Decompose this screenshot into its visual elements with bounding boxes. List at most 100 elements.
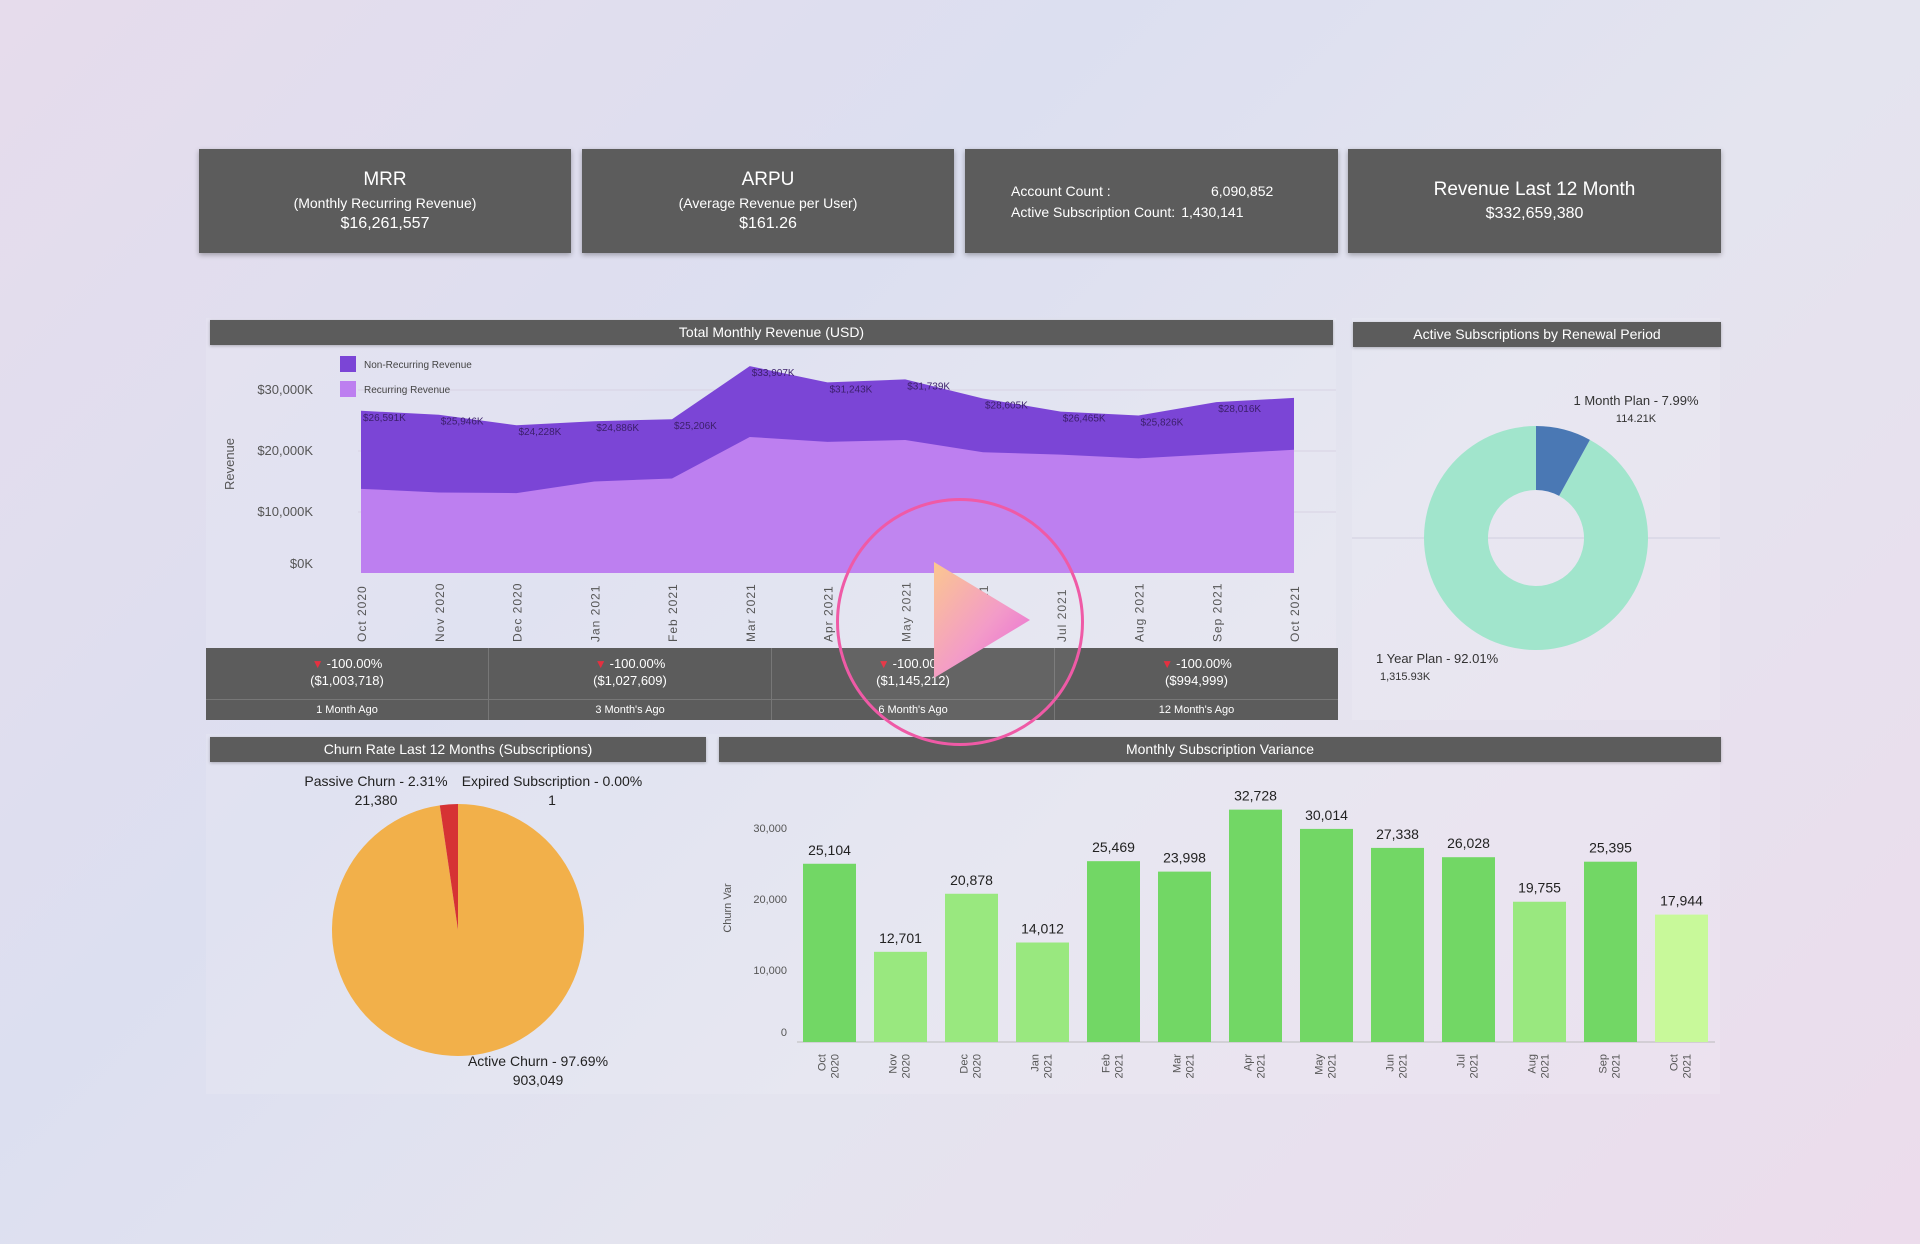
comparison-tile-1m: ▼ -100.00% ($1,003,718) 1 Month Ago: [206, 648, 489, 720]
kpi-arpu-subtitle: (Average Revenue per User): [678, 195, 858, 211]
revenue-area-chart: $26,591K $25,946K $24,228K $24,886K $25,206K…: [222, 356, 1336, 642]
variance-year-tick: 2020: [972, 1054, 984, 1078]
tile-12m-pct: -100.00%: [1176, 656, 1232, 671]
revenue-total-labels: $26,591K $25,946K $24,228K $24,886K $25,206K…: [363, 368, 1261, 438]
churn-label-active: Active Churn - 97.69%: [468, 1053, 608, 1069]
variance-year-tick: 2021: [1469, 1054, 1481, 1078]
y-axis-ticks: $30,000K $20,000K $10,000K $0K: [257, 382, 313, 571]
renewal-slice-1-year: [1424, 426, 1648, 650]
variance-axis-label: Churn Var: [722, 883, 734, 933]
variance-value-label: 26,028: [1447, 835, 1490, 851]
renewal-label-year: 1 Year Plan - 92.01%: [1376, 651, 1499, 666]
variance-month-tick: Feb: [1101, 1054, 1113, 1073]
variance-month-tick: Apr: [1243, 1054, 1255, 1071]
variance-bar: [1300, 828, 1353, 1042]
play-button[interactable]: [836, 498, 1084, 746]
month-tick-label: Oct 2021: [1288, 585, 1302, 642]
recurring-revenue-area: [361, 436, 1294, 573]
variance-value-label: 17,944: [1660, 893, 1703, 909]
variance-bar: [1584, 861, 1637, 1042]
month-tick-label: Apr 2021: [822, 585, 836, 642]
account-count-label: Account Count :: [1011, 183, 1111, 199]
tile-1m-amount: ($1,003,718): [310, 673, 384, 688]
y-tick-20000: $20,000K: [257, 443, 313, 458]
revenue-total-label: $25,826K: [1141, 417, 1184, 428]
revenue-total-label: $28,016K: [1218, 404, 1261, 415]
variance-month-tick: Mar: [1172, 1054, 1184, 1073]
variance-bar: [1158, 871, 1211, 1042]
renewal-chart-title: Active Subscriptions by Renewal Period: [1353, 322, 1721, 347]
variance-y-tick-0: 0: [781, 1027, 787, 1039]
variance-bar: [1229, 809, 1282, 1042]
tile-1m-label: 1 Month Ago: [206, 699, 488, 716]
variance-year-tick: 2021: [1398, 1054, 1410, 1078]
month-tick-label: Dec 2020: [511, 583, 525, 642]
y-tick-30000: $30,000K: [257, 382, 313, 397]
kpi-revenue-12m-value: $332,659,380: [1485, 205, 1584, 222]
kpi-mrr: MRR (Monthly Recurring Revenue) $16,261,…: [199, 149, 571, 253]
variance-year-tick: 2021: [1682, 1054, 1694, 1078]
kpi-mrr-subtitle: (Monthly Recurring Revenue): [293, 195, 477, 211]
variance-bar: [874, 951, 927, 1042]
churn-chart-title: Churn Rate Last 12 Months (Subscriptions…: [210, 737, 706, 762]
variance-value-label: 25,469: [1092, 839, 1135, 855]
variance-year-tick: 2021: [1185, 1054, 1197, 1078]
variance-month-tick: Oct: [817, 1054, 829, 1071]
variance-bar: [1442, 857, 1495, 1042]
churn-label-passive: Passive Churn - 2.31%: [304, 773, 447, 789]
active-subscription-value: 1,430,141: [1181, 204, 1244, 220]
variance-year-tick: 2020: [901, 1054, 913, 1078]
variance-y-tick-10000: 10,000: [753, 965, 787, 977]
down-triangle-icon: ▼: [594, 657, 607, 671]
variance-month-tick: Dec: [959, 1054, 971, 1074]
tile-1m-pct: -100.00%: [326, 656, 383, 671]
kpi-arpu-title: ARPU: [741, 169, 795, 190]
variance-bar-chart: 30,000 20,000 10,000 0 Churn Var 25,104 O…: [722, 788, 1715, 1078]
variance-month-tick: Oct: [1669, 1054, 1681, 1071]
month-tick-label: Nov 2020: [433, 583, 447, 642]
revenue-legend: Non-Recurring Revenue Recurring Revenue: [340, 356, 472, 397]
variance-value-label: 14,012: [1021, 921, 1064, 937]
variance-month-tick: May: [1314, 1054, 1326, 1075]
tile-3m-label: 3 Month's Ago: [489, 699, 771, 716]
revenue-total-label: $24,886K: [596, 423, 639, 434]
kpi-arpu-value: $161.26: [739, 215, 797, 232]
variance-value-label: 19,755: [1518, 880, 1561, 896]
variance-bar: [1513, 901, 1566, 1042]
variance-bar: [1371, 847, 1424, 1042]
variance-y-tick-20000: 20,000: [753, 894, 787, 906]
comparison-tile-12m: ▼ -100.00% ($994,999) 12 Month's Ago: [1055, 648, 1338, 720]
revenue-axis-label: Revenue: [222, 438, 237, 490]
legend-swatch-non-recurring: [340, 356, 356, 372]
revenue-total-label: $31,739K: [907, 381, 950, 392]
account-count-value: 6,090,852: [1211, 183, 1274, 199]
variance-year-tick: 2021: [1043, 1054, 1055, 1078]
kpi-arpu: ARPU (Average Revenue per User) $161.26: [582, 149, 954, 253]
variance-bar: [1655, 914, 1708, 1042]
renewal-value-month: 114.21K: [1616, 413, 1657, 425]
variance-chart-title: Monthly Subscription Variance: [719, 737, 1721, 762]
down-triangle-icon: ▼: [1161, 657, 1174, 671]
variance-y-ticks: 30,000 20,000 10,000 0: [753, 823, 787, 1039]
month-tick-label: Feb 2021: [666, 583, 680, 642]
variance-value-label: 32,728: [1234, 788, 1277, 804]
legend-swatch-recurring: [340, 381, 356, 397]
variance-bar: [1016, 942, 1069, 1042]
churn-value-active: 903,049: [513, 1072, 564, 1088]
y-tick-10000: $10,000K: [257, 504, 313, 519]
tile-3m-amount: ($1,027,609): [593, 673, 667, 688]
renewal-donut-chart: 1 Month Plan - 7.99% 114.21K 1 Year Plan…: [1352, 393, 1720, 683]
variance-value-label: 12,701: [879, 930, 922, 946]
variance-y-tick-30000: 30,000: [753, 823, 787, 835]
month-tick-label: Aug 2021: [1133, 583, 1147, 642]
legend-label-recurring: Recurring Revenue: [364, 385, 451, 396]
kpi-revenue-12m: Revenue Last 12 Month $332,659,380: [1348, 149, 1721, 253]
variance-year-tick: 2021: [1611, 1054, 1623, 1078]
renewal-slice-1-month: [1536, 426, 1590, 496]
tile-12m-label: 12 Month's Ago: [1055, 699, 1338, 716]
kpi-mrr-title: MRR: [363, 169, 407, 190]
kpi-mrr-value: $16,261,557: [340, 215, 430, 232]
revenue-total-label: $28,605K: [985, 401, 1028, 412]
revenue-total-label: $33,907K: [752, 368, 795, 379]
revenue-total-label: $25,946K: [441, 417, 484, 428]
